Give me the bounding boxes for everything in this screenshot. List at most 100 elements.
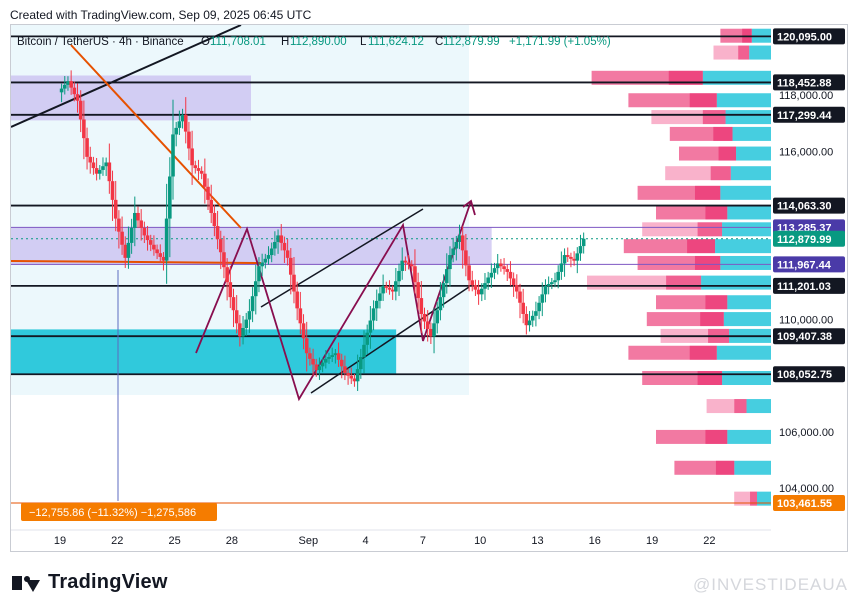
candle-body (85, 138, 89, 157)
candle-body (145, 235, 150, 241)
y-tick-label: 116,000.00 (779, 146, 833, 158)
vp-row-sell (736, 146, 771, 161)
price-axis[interactable]: 104,000.00 106,000.00 110,000.00 116,000.00… (771, 25, 847, 530)
vp-row-overlap (705, 429, 728, 444)
candle-body (304, 338, 309, 354)
vp-row-overlap (705, 295, 728, 310)
candle-body (422, 313, 427, 322)
candle-body (368, 320, 373, 333)
vp-row-sell (723, 312, 771, 327)
candle-body (187, 131, 191, 149)
candle-body (355, 369, 360, 382)
price-tag (773, 28, 845, 45)
candle-body (82, 119, 86, 139)
candle-body (435, 310, 440, 324)
ohlc-legend: Bitcoin / TetherUS · 4h · Binance O 111,… (17, 36, 611, 48)
measure-tool[interactable]: −12,755.86 (−11.32%) −1,275,586 (21, 503, 217, 521)
chart-canvas[interactable]: 104,000.00 106,000.00 110,000.00 116,000.00… (11, 25, 847, 551)
candle-body (126, 242, 131, 258)
tradingview-logo[interactable]: TradingView (12, 571, 168, 594)
projection-path[interactable] (195, 200, 472, 402)
candle-body (336, 353, 341, 360)
candle-body (295, 291, 299, 309)
trendline-orange-desc[interactable] (70, 44, 242, 229)
candle-body (390, 289, 395, 292)
vp-row-sell (720, 255, 771, 270)
candle-body (161, 256, 166, 261)
channel-lower[interactable] (310, 286, 470, 394)
candle-body (113, 199, 118, 219)
candle-body (190, 148, 194, 166)
open-value: 111,708.01 (210, 36, 266, 48)
candle-body (107, 162, 112, 182)
vp-row-overlap (713, 126, 733, 141)
candle-body (365, 332, 369, 345)
open-label: O (201, 36, 210, 48)
candle-body (400, 260, 405, 271)
candle-body (72, 87, 77, 95)
candle-body (288, 257, 293, 275)
candle-body (419, 298, 424, 314)
trendline-orange-flat[interactable] (11, 260, 262, 264)
candle-body (438, 297, 443, 311)
price-tag (773, 328, 845, 345)
y-tick-label: 110,000.00 (779, 315, 833, 327)
price-tag (773, 495, 845, 512)
candle-body (381, 285, 385, 294)
price-tag-label: 120,095.00 (777, 31, 832, 43)
candle-body (253, 281, 258, 297)
candle-body (292, 274, 296, 292)
price-tag (773, 197, 845, 214)
candle-body (117, 218, 121, 232)
candle-body (218, 239, 223, 253)
candle-body (69, 81, 73, 88)
candle-body (327, 356, 331, 359)
candle-body (177, 121, 182, 128)
candle-body (174, 127, 178, 135)
trendline-upper-black[interactable] (11, 25, 242, 128)
candle-body (537, 302, 541, 312)
candle-body (556, 271, 560, 281)
vp-row-sell (727, 429, 771, 444)
candle-body (148, 240, 153, 245)
vp-row-sell (757, 491, 771, 506)
candle-body (215, 226, 220, 240)
candle-body (129, 227, 134, 243)
vp-row-overlap (668, 70, 703, 85)
candle-body (553, 280, 557, 283)
candle-body (152, 244, 156, 250)
vp-row-overlap (734, 399, 747, 414)
candle-body (241, 328, 245, 337)
level-lines (11, 35, 771, 504)
chart-frame[interactable]: 104,000.00 106,000.00 110,000.00 116,000.00… (10, 24, 848, 552)
channel-upper[interactable] (260, 208, 424, 308)
candle-body (454, 241, 459, 249)
high-value: 112,890.00 (290, 36, 347, 48)
candle-body (155, 249, 159, 254)
price-tag-label: 111,201.03 (777, 281, 831, 293)
candle-body (413, 266, 417, 283)
time-axis[interactable]: 19 22 25 28 Sep 4 7 10 13 16 19 22 (11, 529, 771, 547)
candle-body (524, 313, 529, 326)
candle-body (196, 168, 201, 171)
vp-row-sell (702, 70, 771, 85)
candle-body (257, 266, 261, 282)
candle-body (91, 162, 96, 169)
projection-arrowhead (462, 199, 476, 216)
candle-body (409, 264, 414, 267)
x-tick-label: 19 (54, 535, 66, 547)
candle-body (559, 263, 564, 272)
price-tag-label: 118,452.88 (777, 77, 831, 89)
vp-row-sell (720, 185, 771, 200)
vp-row-overlap (700, 312, 724, 327)
candle-body (448, 255, 452, 270)
candle-body (352, 378, 357, 382)
tradingview-mark-icon (12, 574, 40, 592)
candle-body (110, 181, 115, 200)
candle-body (183, 114, 188, 132)
candle-body (266, 255, 271, 259)
candle-body (282, 242, 287, 251)
vp-row-overlap (705, 205, 728, 220)
vp-row-sell (727, 205, 771, 220)
candle-body (263, 258, 268, 263)
